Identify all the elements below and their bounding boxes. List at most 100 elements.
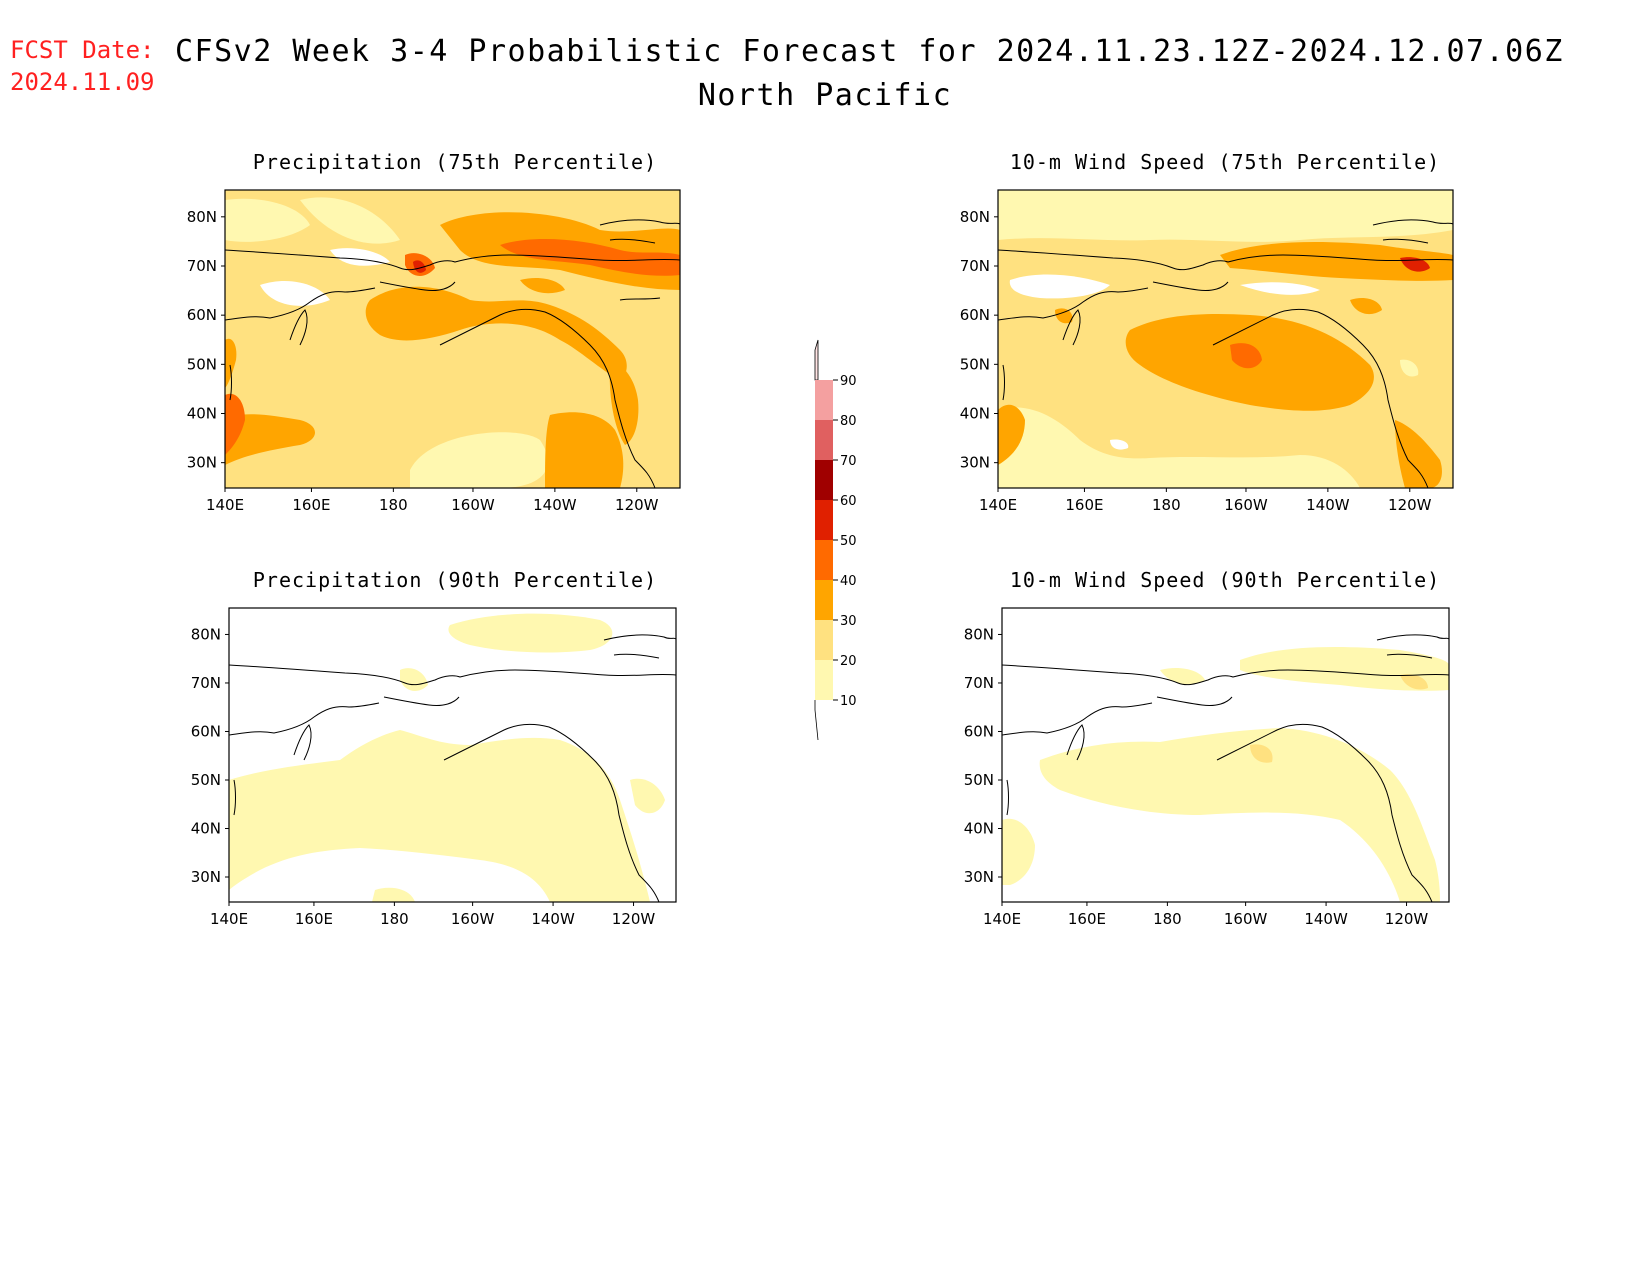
lat-tick-label: 50N [187,355,217,373]
lon-tick-label: 140E [983,910,1021,928]
colorbar-label: 20 [840,654,857,669]
lat-tick-label: 40N [191,820,221,838]
fill-30-40 [225,338,237,388]
lat-tick-label: 80N [960,208,990,226]
fill-30-40 [609,360,639,445]
map-frame [224,189,681,489]
lon-tick-label: 140W [1306,496,1350,514]
lon-tick-label: 160E [1068,910,1106,928]
lon-tick-label: 180 [1153,910,1182,928]
lat-tick-label: 40N [964,820,994,838]
lat-tick-label: 70N [191,674,221,692]
fill-30-40 [520,278,565,294]
fill-10-20 [372,887,415,902]
lon-tick-label: 160W [451,910,495,928]
lat-tick-label: 50N [191,771,221,789]
fcst-label: FCST Date: [10,36,155,64]
colorbar-40-50 [815,540,833,580]
axis-labels: 140E 160E 180 160W 140W 120W 80N 70N 60N 50N 40N 30… [187,208,1432,928]
colorbar-label: 10 [840,694,857,709]
lon-tick-label: 140E [210,910,248,928]
lon-tick-label: 180 [379,496,408,514]
lat-tick-label: 60N [187,306,217,324]
colorbar-label: 50 [840,534,857,549]
lon-tick-label: 160W [1224,910,1268,928]
colorbar: 90 80 70 60 50 40 30 20 10 [814,339,857,741]
colorbar-50-60 [815,500,833,540]
lat-tick-label: 40N [960,405,990,423]
fill-10-20 [1002,818,1035,885]
fill-below-10 [1110,439,1129,450]
lon-tick-label: 180 [380,910,409,928]
fill-30-40 [225,414,315,465]
colorbar-30-40 [815,580,833,620]
colorbar-ticks: 90 80 70 60 50 40 30 20 10 [833,374,857,709]
fill-10-20 [1240,647,1449,691]
page-title: CFSv2 Week 3-4 Probabilistic Forecast fo… [175,34,1564,69]
lat-tick-label: 60N [964,722,994,740]
fill-40-50 [225,393,245,455]
coastlines [1001,634,1450,903]
lat-tick-label: 30N [191,868,221,886]
map-frame [997,189,1454,489]
lon-tick-label: 140E [206,496,244,514]
panel-title-precip-75: Precipitation (75th Percentile) [252,150,658,174]
lat-tick-label: 70N [187,257,217,275]
lon-tick-label: 180 [1152,496,1181,514]
fill-10-20 [630,778,665,814]
fill-10-20 [998,407,1360,488]
lat-tick-label: 30N [964,868,994,886]
fill-30-40 [365,286,627,380]
fill-below-10 [1240,282,1320,295]
fill-below-10 [1009,274,1110,299]
colorbar-label: 90 [840,374,857,389]
lat-tick-label: 70N [964,674,994,692]
lat-tick-label: 60N [960,306,990,324]
fill-10-20 [225,198,310,242]
fill-30-40 [998,404,1025,465]
colorbar-label: 30 [840,614,857,629]
map-precip-75 [224,189,681,489]
colorbar-label: 70 [840,454,857,469]
panel-title-wind-90: 10-m Wind Speed (90th Percentile) [1009,568,1441,592]
lat-tick-label: 80N [191,625,221,643]
fill-30-40 [545,412,624,488]
fill-40-50 [1230,343,1262,369]
fill-30-40 [1220,242,1453,281]
map-frame [1001,607,1450,903]
lat-tick-label: 40N [187,405,217,423]
lon-tick-label: 140E [979,496,1017,514]
fill-30-40 [1350,298,1382,315]
lon-tick-label: 160E [292,496,330,514]
lon-tick-label: 140W [1304,910,1348,928]
lat-tick-label: 30N [960,454,990,472]
fill-50-60 [1400,257,1430,272]
panel-title-precip-90: Precipitation (90th Percentile) [252,568,658,592]
lon-tick-label: 160E [295,910,333,928]
lat-tick-label: 50N [960,355,990,373]
fill-10-20 [300,197,400,244]
fill-30-40 [1055,308,1073,324]
lat-tick-label: 60N [191,722,221,740]
fill-30-40 [1395,420,1442,488]
colorbar-20-30 [815,620,833,660]
lon-tick-label: 160W [451,496,495,514]
lat-tick-label: 80N [187,208,217,226]
fill-below-10 [260,280,330,306]
fill-10-20 [410,432,548,488]
coastlines [224,219,681,489]
lon-tick-label: 120W [612,910,656,928]
page-subtitle: North Pacific [697,78,953,113]
map-precip-90 [228,607,677,903]
fill-10-20 [1400,359,1419,377]
lon-tick-label: 140W [533,496,577,514]
colorbar-label: 40 [840,574,857,589]
colorbar-label: 80 [840,414,857,429]
fill-20-30 [1400,674,1428,690]
lat-tick-label: 70N [960,257,990,275]
lat-tick-label: 50N [964,771,994,789]
fill-10-20 [998,190,1453,242]
colorbar-80-90 [815,380,833,420]
lat-tick-label: 80N [964,625,994,643]
